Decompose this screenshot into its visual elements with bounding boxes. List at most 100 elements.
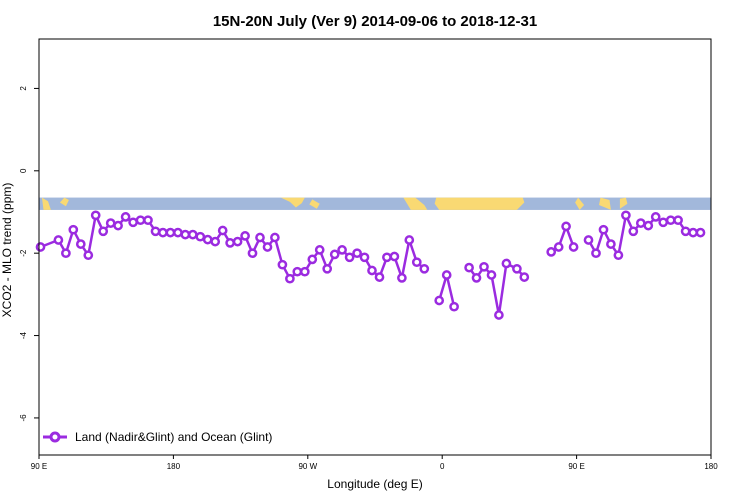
data-point — [113, 220, 123, 231]
data-point — [501, 258, 512, 269]
data-point — [628, 226, 639, 237]
data-point — [512, 263, 522, 274]
data-point — [135, 215, 146, 226]
data-point — [68, 224, 79, 235]
data-point — [591, 248, 601, 259]
data-point — [546, 247, 557, 257]
data-point — [158, 227, 168, 238]
data-point — [658, 217, 669, 228]
data-point — [449, 301, 459, 312]
data-point — [277, 259, 288, 270]
data-point — [337, 245, 347, 255]
data-point — [202, 234, 213, 245]
x-axis-label: Longitude (deg E) — [327, 477, 422, 491]
data-point — [613, 250, 624, 261]
data-point — [83, 250, 94, 261]
data-point — [314, 245, 325, 255]
data-point — [568, 242, 579, 252]
data-point — [285, 273, 295, 284]
data-point — [322, 263, 333, 274]
legend: Land (Nadir&Glint) and Ocean (Glint) — [43, 430, 272, 444]
chart-title: 15N-20N July (Ver 9) 2014-09-06 to 2018-… — [213, 13, 537, 30]
data-point — [307, 254, 318, 265]
y-tick-label: 2 — [19, 86, 28, 91]
x-tick-label: 180 — [704, 462, 718, 471]
data-point — [75, 239, 86, 249]
y-tick-label: -6 — [19, 414, 28, 422]
data-point — [225, 238, 235, 248]
land-shape — [599, 197, 611, 210]
land-shape — [59, 197, 69, 207]
data-point — [210, 236, 221, 247]
x-tick-label: 90 W — [298, 462, 317, 471]
data-point — [688, 227, 698, 238]
land-shape — [42, 197, 51, 210]
data-point — [665, 215, 676, 226]
land-shape — [619, 197, 628, 209]
data-point — [598, 224, 609, 235]
data-point — [479, 261, 489, 272]
data-point — [344, 252, 355, 263]
ocean-band — [39, 197, 711, 210]
data-point — [292, 266, 303, 277]
y-tick-label: -4 — [19, 331, 28, 339]
data-point — [61, 248, 71, 259]
data-point — [621, 210, 631, 221]
data-point — [367, 265, 377, 276]
data-point — [180, 229, 191, 240]
data-point — [553, 242, 564, 252]
data-point — [329, 249, 340, 260]
y-axis-label: XCO2 - MLO trend (ppm) — [0, 183, 14, 318]
data-point — [195, 231, 206, 242]
x-axis: 90 E 180 90 W 0 90 E 180 — [31, 455, 718, 471]
data-point — [240, 231, 250, 241]
legend-entry: Land (Nadir&Glint) and Ocean (Glint) — [75, 430, 272, 444]
y-tick-label: -2 — [19, 249, 28, 257]
data-point — [128, 217, 138, 228]
land-shape — [309, 199, 320, 209]
land-shape — [403, 197, 428, 210]
data-point — [650, 212, 661, 222]
data-point — [143, 215, 153, 226]
data-point — [441, 270, 452, 280]
data-point — [232, 236, 243, 247]
map-strip — [39, 197, 711, 210]
data-point — [519, 272, 530, 282]
data-point — [98, 226, 109, 237]
data-point — [90, 210, 101, 221]
plot-frame — [38, 38, 712, 456]
data-point — [471, 273, 482, 283]
data-point — [635, 218, 646, 228]
data-point — [606, 239, 616, 249]
data-point — [359, 252, 370, 263]
data-point — [680, 226, 691, 237]
x-tick-label: 90 E — [568, 462, 584, 471]
y-axis: 2 0 -2 -4 -6 — [19, 86, 39, 422]
x-tick-label: 180 — [167, 462, 181, 471]
data-point — [561, 221, 571, 232]
data-point — [374, 272, 385, 282]
data-point — [105, 218, 116, 228]
data-point — [673, 215, 683, 226]
data-point — [352, 248, 362, 259]
data-point — [464, 262, 474, 273]
data-point — [494, 310, 504, 320]
data-point — [120, 212, 131, 222]
x-tick-label: 0 — [440, 462, 445, 471]
data-point — [255, 232, 265, 243]
land-shape — [280, 197, 305, 208]
legend-marker — [49, 431, 61, 443]
data-point — [583, 235, 594, 245]
data-point — [397, 273, 407, 283]
data-point — [411, 257, 422, 268]
data-point — [217, 225, 228, 236]
data-point — [419, 263, 430, 274]
data-point — [382, 252, 392, 263]
data-point — [53, 235, 64, 245]
data-point — [262, 242, 273, 252]
data-point — [299, 266, 310, 277]
data-point — [434, 295, 445, 306]
y-tick-label: 0 — [19, 168, 28, 173]
data-point — [35, 242, 46, 252]
